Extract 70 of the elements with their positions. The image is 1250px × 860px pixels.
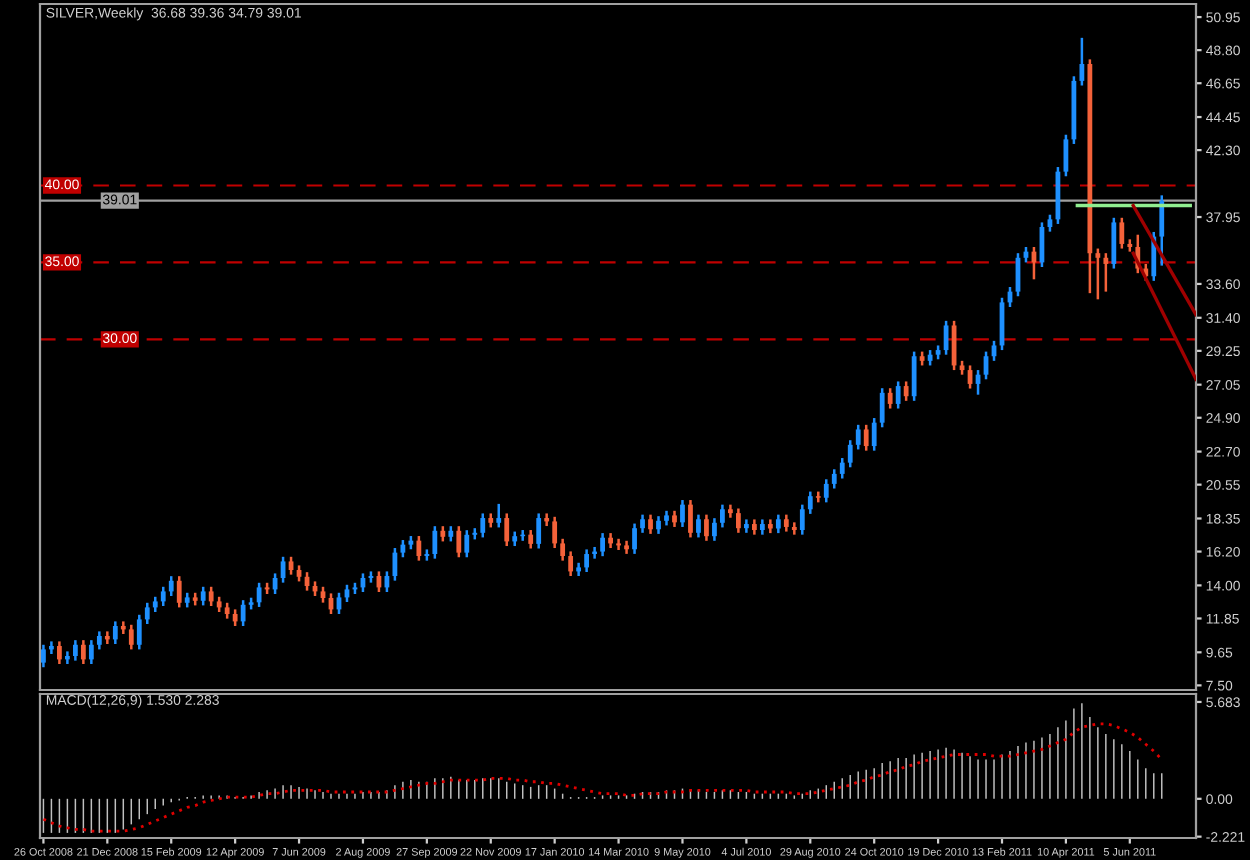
candlestick bbox=[504, 512, 510, 548]
candlestick bbox=[680, 498, 685, 529]
candlestick bbox=[863, 423, 869, 452]
line-series bbox=[42, 722, 1164, 833]
candlestick bbox=[49, 640, 54, 656]
candlestick bbox=[104, 630, 110, 646]
candlestick bbox=[1103, 251, 1109, 293]
candlestick bbox=[528, 528, 534, 550]
candlestick bbox=[903, 380, 909, 403]
candlestick bbox=[720, 503, 725, 529]
candlestick bbox=[41, 643, 46, 669]
candlestick bbox=[112, 620, 118, 646]
candlestick bbox=[600, 531, 605, 558]
candlestick bbox=[560, 537, 566, 562]
candlestick bbox=[879, 386, 885, 429]
candlestick bbox=[704, 513, 709, 543]
candlestick bbox=[775, 513, 781, 535]
candlestick bbox=[432, 524, 438, 560]
candlestick bbox=[208, 585, 214, 608]
candlestick bbox=[552, 515, 558, 550]
candlestick bbox=[480, 512, 486, 539]
candlestick bbox=[632, 522, 637, 556]
candlestick bbox=[887, 386, 893, 410]
candlestick bbox=[128, 623, 134, 651]
candlestick bbox=[871, 416, 877, 452]
candlestick bbox=[855, 423, 861, 451]
candlestick bbox=[416, 534, 422, 562]
candlestick bbox=[1079, 36, 1085, 87]
candlestick bbox=[688, 498, 693, 539]
candlestick bbox=[136, 613, 142, 651]
candlestick bbox=[57, 640, 62, 666]
candlestick bbox=[544, 512, 550, 528]
candlestick bbox=[1119, 216, 1125, 250]
candlestick bbox=[640, 513, 645, 535]
candlestick bbox=[256, 581, 262, 609]
candlestick bbox=[696, 513, 701, 539]
candlestick bbox=[712, 516, 717, 543]
candlestick bbox=[648, 513, 653, 536]
candlestick bbox=[807, 490, 813, 516]
candlestick bbox=[743, 518, 749, 535]
candlestick bbox=[584, 548, 590, 574]
candlestick bbox=[1095, 247, 1101, 301]
candlestick bbox=[496, 502, 502, 529]
candlestick bbox=[240, 598, 246, 628]
candlestick bbox=[831, 468, 837, 490]
candlestick bbox=[536, 512, 542, 550]
candlestick bbox=[64, 650, 70, 666]
candlestick bbox=[895, 380, 901, 410]
candlestick bbox=[736, 507, 741, 535]
candlestick bbox=[1111, 216, 1117, 270]
candlestick bbox=[168, 574, 174, 598]
candlestick bbox=[88, 638, 94, 666]
candlestick bbox=[144, 601, 150, 626]
candlestick bbox=[616, 537, 621, 552]
candlestick bbox=[799, 503, 805, 536]
candlestick bbox=[464, 528, 470, 559]
candlestick bbox=[456, 524, 462, 559]
candlestick bbox=[1159, 194, 1165, 267]
candlestick bbox=[568, 550, 574, 578]
candlestick bbox=[911, 350, 917, 403]
candlestick bbox=[80, 638, 86, 666]
candlestick bbox=[72, 638, 78, 662]
candlestick bbox=[847, 438, 853, 469]
candlestick bbox=[823, 478, 829, 504]
candlestick bbox=[120, 620, 126, 636]
candlestick bbox=[839, 456, 845, 480]
candlestick bbox=[200, 585, 206, 607]
candlestick bbox=[176, 574, 182, 609]
candlestick bbox=[791, 521, 797, 536]
candlestick bbox=[160, 585, 166, 608]
